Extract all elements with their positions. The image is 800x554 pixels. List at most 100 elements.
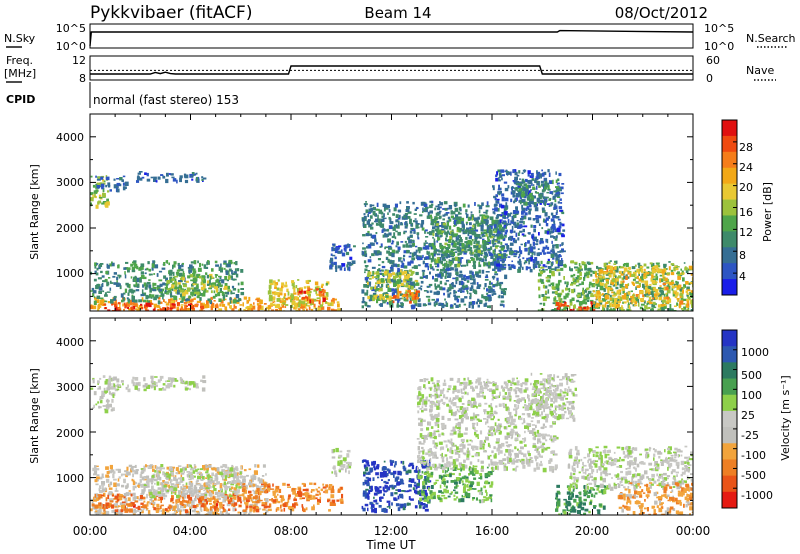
heatmap-cell-velocity-2 xyxy=(210,467,215,470)
heatmap-cell-power-13 xyxy=(500,247,504,251)
heatmap-cell-power-7 xyxy=(298,299,301,304)
heatmap-cell-power-15 xyxy=(554,193,556,198)
heatmap-cell-power-13 xyxy=(482,244,486,249)
heatmap-cell-power-12 xyxy=(416,296,420,300)
heatmap-cell-power-16 xyxy=(586,274,590,279)
heatmap-cell-power-5 xyxy=(106,281,109,287)
heatmap-cell-velocity-2 xyxy=(128,464,133,468)
heatmap-cell-velocity-2 xyxy=(227,466,229,471)
beam-title: Beam 14 xyxy=(364,4,431,22)
heatmap-cell-power-3 xyxy=(319,298,321,301)
heatmap-cell-power-5 xyxy=(153,282,157,286)
heatmap-cell-velocity-2 xyxy=(108,483,111,487)
heatmap-cell-power-15 xyxy=(518,187,522,191)
heatmap-cell-power-10 xyxy=(458,288,462,291)
heatmap-cell-power-10 xyxy=(467,204,470,208)
heatmap-cell-power-18 xyxy=(594,270,598,273)
heatmap-cell-power-18 xyxy=(637,294,640,299)
heatmap-cell-power-6 xyxy=(209,275,212,280)
heatmap-cell-power-13 xyxy=(449,252,454,256)
heatmap-cell-power-6 xyxy=(209,273,213,278)
heatmap-cell-power-10 xyxy=(424,208,427,212)
heatmap-cell-power-10 xyxy=(469,274,472,278)
heatmap-cell-power-10 xyxy=(422,246,425,250)
heatmap-cell-power-14 xyxy=(556,209,558,214)
heatmap-cell-power-15 xyxy=(544,183,549,188)
heatmap-cell-power-18 xyxy=(675,266,680,268)
heatmap-cell-power-10 xyxy=(460,251,463,254)
heatmap-cell-power-17 xyxy=(580,306,583,311)
heatmap-cell-power-14 xyxy=(521,215,524,218)
heatmap-cell-power-7 xyxy=(298,303,301,308)
heatmap-cell-velocity-2 xyxy=(226,502,230,507)
heatmap-cell-power-10 xyxy=(436,268,439,271)
heatmap-cell-power-9 xyxy=(347,243,350,247)
heatmap-cell-power-11 xyxy=(388,279,391,283)
heatmap-cell-velocity-2 xyxy=(105,478,110,483)
heatmap-cell-power-14 xyxy=(532,259,536,264)
heatmap-cell-power-10 xyxy=(474,202,476,206)
heatmap-cell-power-3 xyxy=(159,306,161,309)
heatmap-cell-power-18 xyxy=(640,280,645,283)
heatmap-cell-power-16 xyxy=(639,306,643,310)
power-colorbar-label: Power [dB] xyxy=(761,182,774,242)
heatmap-cell-power-16 xyxy=(554,308,558,311)
heatmap-cell-power-10 xyxy=(424,240,427,243)
heatmap-cell-power-14 xyxy=(547,215,551,219)
heatmap-cell-power-4 xyxy=(172,304,176,309)
heatmap-cell-power-18 xyxy=(682,286,685,289)
heatmap-cell-power-11 xyxy=(374,287,377,290)
heatmap-cell-power-16 xyxy=(566,281,569,285)
heatmap-cell-power-14 xyxy=(503,266,507,269)
heatmap-cell-power-16 xyxy=(642,308,647,311)
heatmap-cell-power-7 xyxy=(283,293,287,297)
heatmap-cell-power-5 xyxy=(226,285,230,290)
heatmap-cell-power-14 xyxy=(524,212,528,216)
heatmap-cell-power-14 xyxy=(518,185,521,188)
heatmap-cell-velocity-2 xyxy=(152,500,154,503)
heatmap-cell-power-10 xyxy=(455,277,459,281)
heatmap-cell-velocity-1 xyxy=(170,377,175,382)
heatmap-cell-power-16 xyxy=(547,289,550,294)
heatmap-cell-power-5 xyxy=(232,299,237,304)
heatmap-cell-power-10 xyxy=(480,226,484,232)
heatmap-cell-velocity-2 xyxy=(250,478,254,483)
heatmap-cell-velocity-2 xyxy=(189,506,191,511)
heatmap-cell-power-12 xyxy=(397,288,399,293)
heatmap-cell-power-5 xyxy=(152,282,155,287)
heatmap-cell-velocity-1 xyxy=(162,383,166,386)
heatmap-cell-power-12 xyxy=(409,292,412,296)
heatmap-cell-power-13 xyxy=(442,263,446,267)
heatmap-cell-power-14 xyxy=(547,258,550,262)
heatmap-cell-power-10 xyxy=(440,260,443,265)
heatmap-cell-power-14 xyxy=(560,202,563,204)
heatmap-cell-power-9 xyxy=(340,249,343,254)
heatmap-cell-power-4 xyxy=(179,308,182,311)
heatmap-cell-power-7 xyxy=(267,305,272,310)
heatmap-cell-power-16 xyxy=(537,309,540,311)
heatmap-cell-power-14 xyxy=(511,217,515,222)
heatmap-cell-power-5 xyxy=(237,288,240,293)
heatmap-cell-power-5 xyxy=(236,268,240,272)
heatmap-cell-velocity-2 xyxy=(185,466,187,469)
heatmap-cell-power-14 xyxy=(523,221,525,225)
heatmap-cell-power-16 xyxy=(655,276,659,281)
heatmap-cell-power-3 xyxy=(227,302,230,306)
heatmap-cell-power-10 xyxy=(390,300,394,304)
heatmap-cell-power-18 xyxy=(691,277,693,282)
heatmap-cell-power-17 xyxy=(578,306,583,309)
heatmap-cell-power-16 xyxy=(648,306,651,309)
heatmap-cell-velocity-2 xyxy=(161,467,165,470)
heatmap-cell-power-14 xyxy=(539,264,542,266)
heatmap-cell-power-10 xyxy=(495,203,498,206)
heatmap-cell-power-10 xyxy=(366,305,371,308)
heatmap-cell-power-10 xyxy=(485,296,489,301)
heatmap-cell-velocity-2 xyxy=(249,483,252,488)
heatmap-cell-power-10 xyxy=(430,200,434,204)
heatmap-cell-power-7 xyxy=(306,290,310,294)
heatmap-cell-power-18 xyxy=(611,278,616,283)
heatmap-cell-power-16 xyxy=(578,301,583,306)
heatmap-cell-power-11 xyxy=(389,295,392,300)
heatmap-cell-power-5 xyxy=(144,268,147,271)
heatmap-cell-power-10 xyxy=(467,232,470,237)
